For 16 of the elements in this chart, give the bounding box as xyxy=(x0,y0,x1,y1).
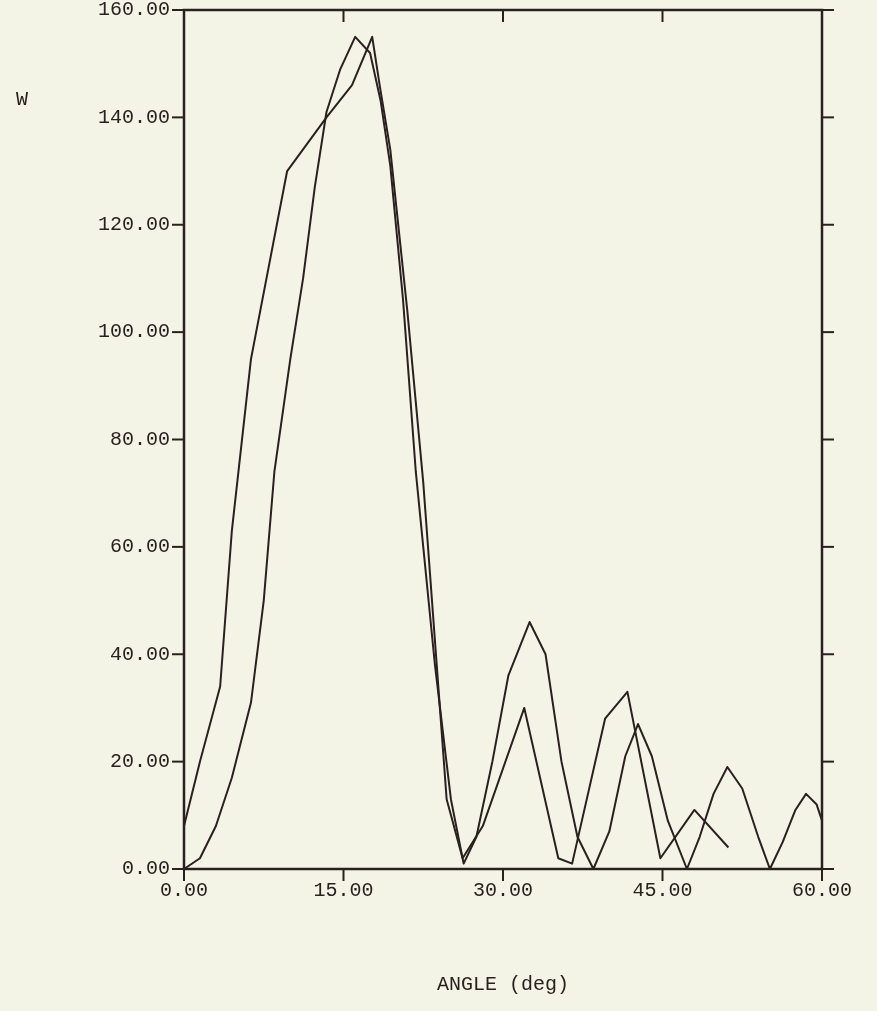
y-tick-label: 140.00 xyxy=(97,105,170,129)
y-tick-label: 0.00 xyxy=(121,857,170,881)
y-tick-label: 120.00 xyxy=(97,213,170,237)
x-tick-label: 0.00 xyxy=(159,879,209,903)
x-tick-label: 15.00 xyxy=(313,879,374,903)
x-axis-title: ANGLE (deg) xyxy=(436,973,570,996)
y-tick-label: 40.00 xyxy=(109,642,170,666)
y-axis-title: W xyxy=(15,88,29,111)
y-tick-label: 60.00 xyxy=(109,535,170,559)
x-tick-label: 60.00 xyxy=(791,879,853,903)
y-tick-label: 20.00 xyxy=(109,749,170,773)
x-tick-label: 45.00 xyxy=(632,879,693,903)
y-tick-label: 160.00 xyxy=(97,0,170,22)
y-tick-label: 80.00 xyxy=(109,427,170,451)
y-tick-label: 100.00 xyxy=(97,320,170,344)
x-tick-label: 30.00 xyxy=(472,879,534,903)
